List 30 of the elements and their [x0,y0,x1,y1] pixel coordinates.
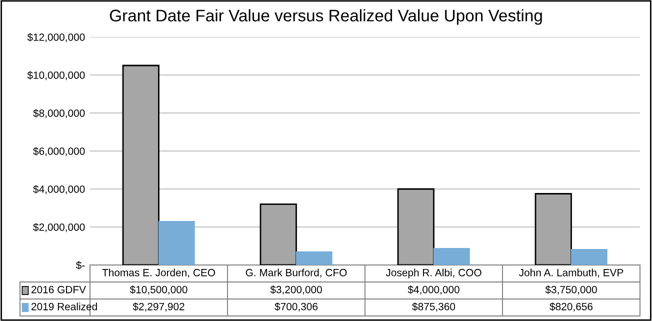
y-tick-label: $4,000,000 [33,185,85,194]
y-tick-label: $10,000,000 [27,71,85,80]
bar [296,251,332,265]
data-label: $875,360 [412,302,456,312]
data-label: $10,500,000 [130,285,188,295]
bar [397,188,434,265]
bar [534,193,572,265]
y-tick-label: $6,000,000 [33,147,85,156]
bar [433,248,470,265]
y-tick-label: $2,000,000 [33,223,85,232]
chart-title: Grant Date Fair Value versus Realized Value Upon Vesting [110,9,542,25]
y-tick-label: $- [76,261,85,270]
data-label: $3,200,000 [270,285,322,295]
bar [158,220,195,265]
x-tick-label: John A. Lambuth, EVP [519,268,624,278]
x-tick-label: G. Mark Burford, CFO [246,268,347,278]
x-tick-label: Joseph R. Albi, COO [386,268,482,278]
data-label: $700,306 [274,302,318,312]
y-tick-label: $8,000,000 [33,109,85,118]
data-label: $820,656 [550,302,593,312]
bar [260,204,297,265]
data-label: $4,000,000 [408,285,460,295]
bar [122,64,160,265]
data-label: $3,750,000 [545,285,597,295]
y-tick-label: $12,000,000 [27,33,85,42]
data-label: $2,297,902 [132,302,184,312]
bar [570,249,608,265]
legend-label: 2016 GDFV [32,286,86,294]
legend-label: 2019 Realized [32,302,97,310]
x-tick-label: Thomas E. Jorden, CEO [102,268,215,278]
